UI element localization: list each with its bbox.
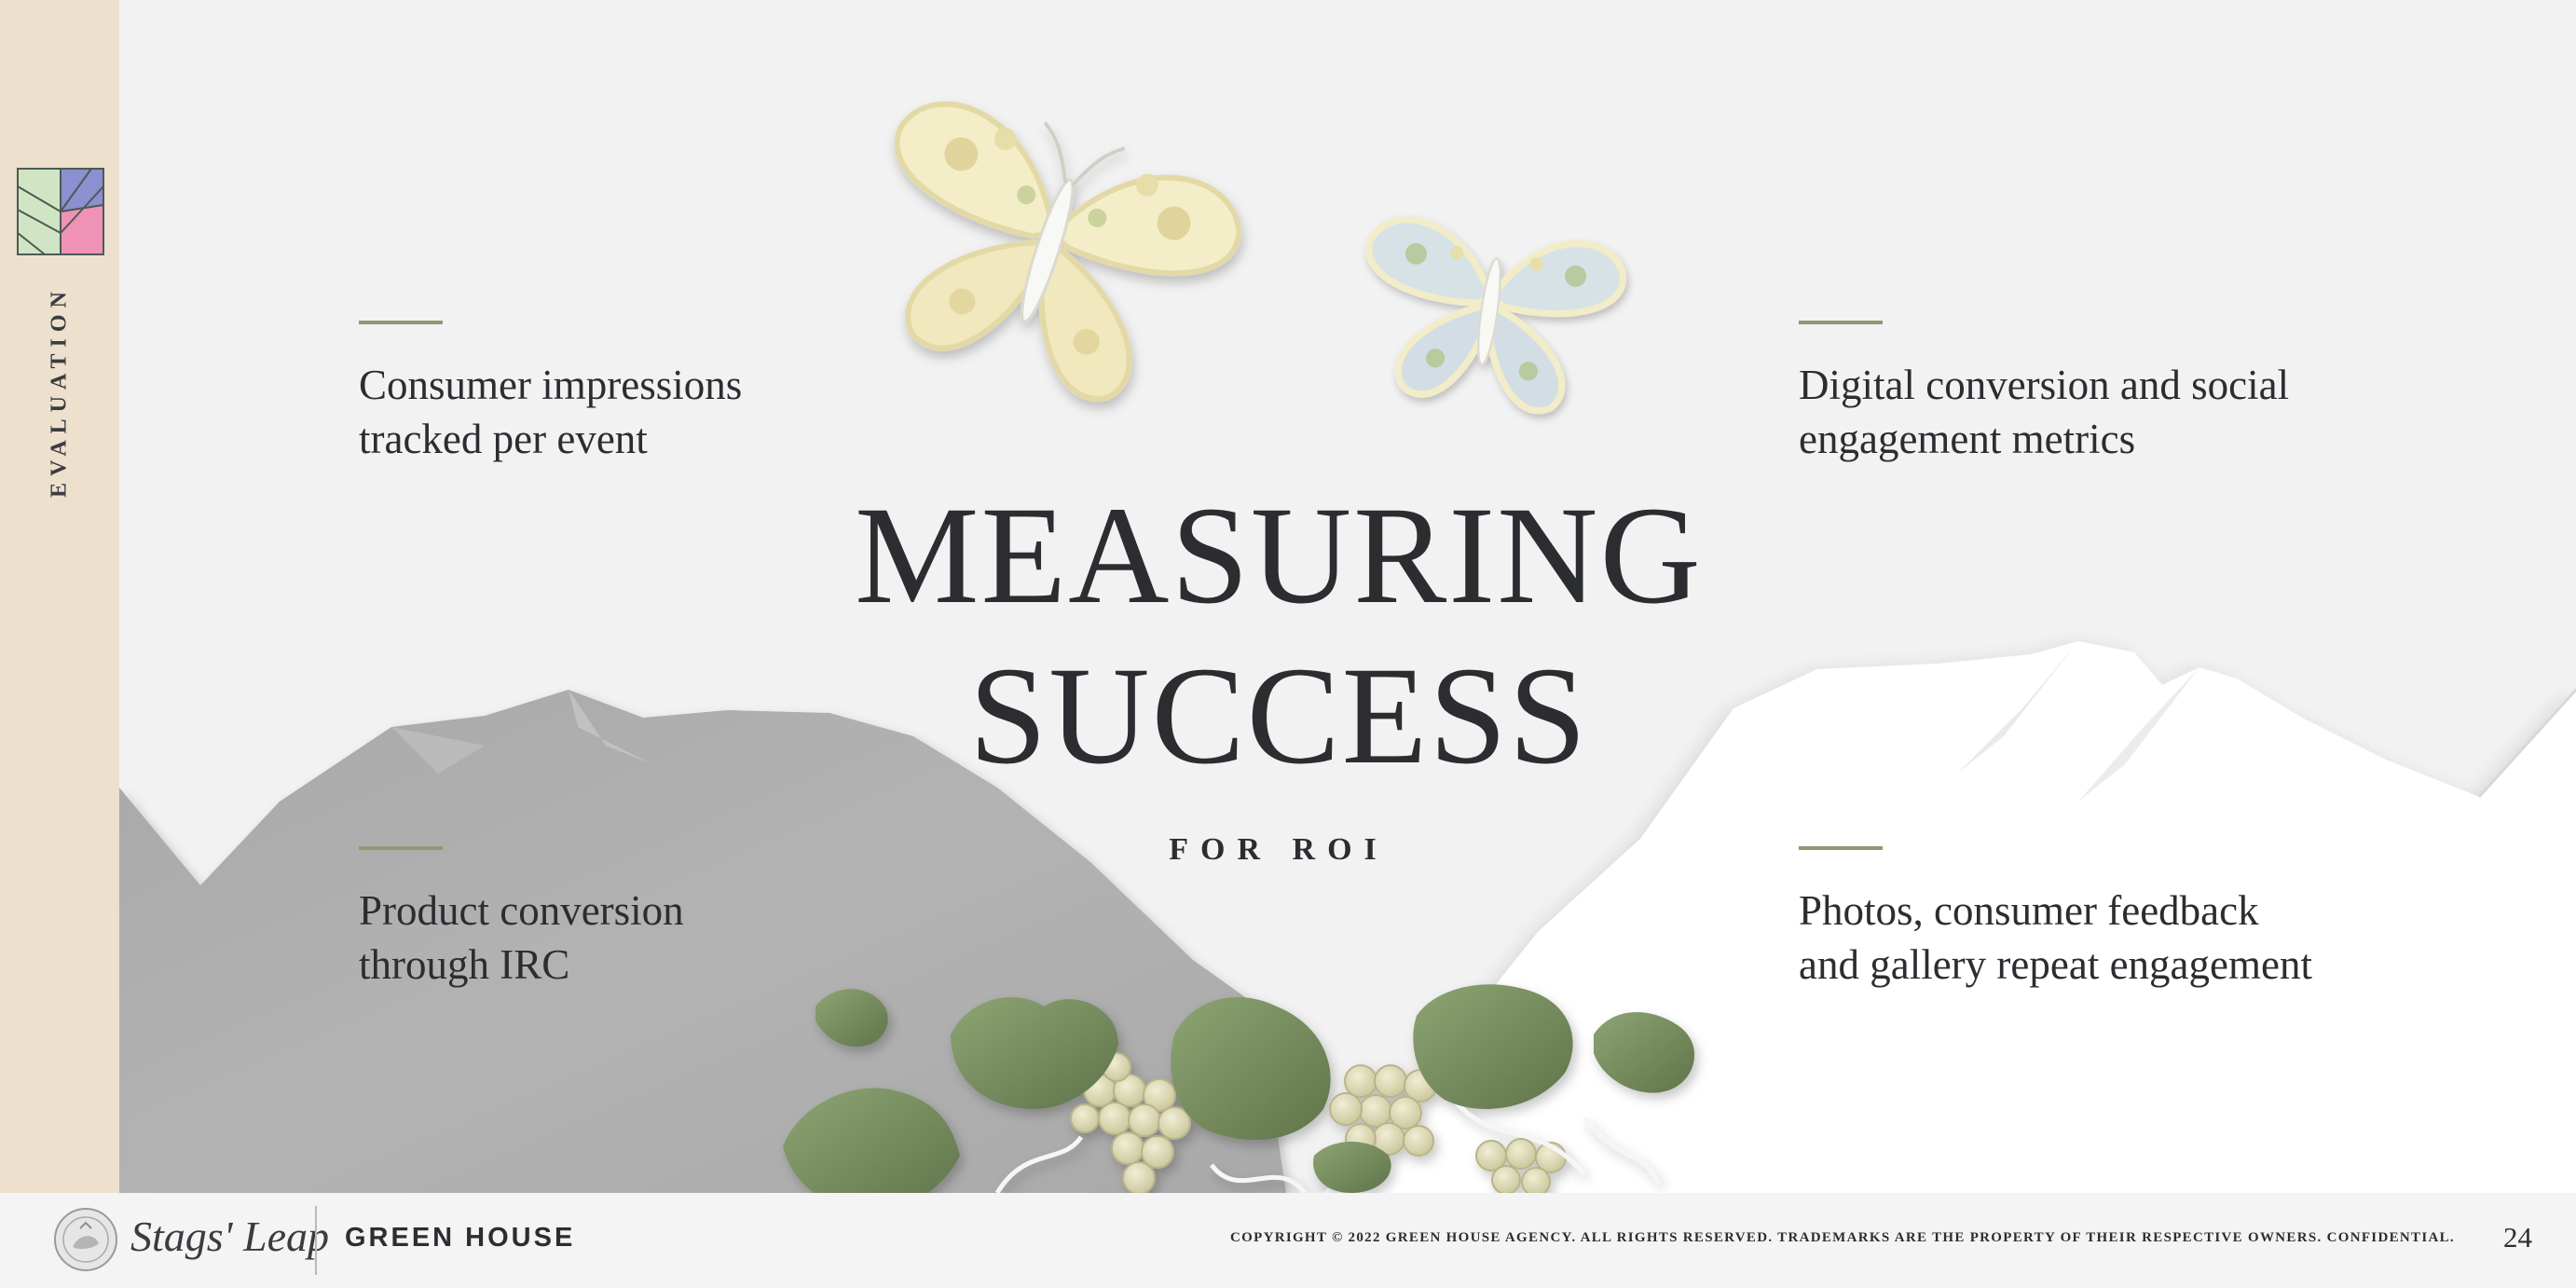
grape-cluster-right: [1329, 1064, 1567, 1193]
footer: Stags' Leap GREEN HOUSE COPYRIGHT © 2022…: [0, 1193, 2576, 1288]
brand-leaf-logo-icon: [17, 168, 104, 255]
title-line-2: SUCCESS: [968, 638, 1589, 793]
metric-impressions: Consumer impressions tracked per event: [359, 321, 843, 466]
metric-text: Photos, consumer feedback and gallery re…: [1799, 887, 2312, 988]
metric-text: Consumer impressions tracked per event: [359, 362, 743, 462]
section-label: EVALUATION: [47, 285, 72, 498]
metric-digital-conversion: Digital conversion and social engagement…: [1799, 321, 2395, 466]
metric-product-conversion: Product conversion through IRC: [359, 846, 843, 992]
section-rail: EVALUATION: [0, 0, 119, 1193]
background-scene: [119, 101, 2576, 1193]
accent-rule: [359, 321, 443, 324]
vine-leaf: [1313, 1142, 1391, 1193]
winery-seal-icon: [54, 1208, 117, 1271]
metric-photos-feedback: Photos, consumer feedback and gallery re…: [1799, 846, 2395, 992]
accent-rule: [1799, 846, 1883, 850]
title-line-1: MEASURING: [855, 478, 1703, 633]
vine-leaf: [1594, 1012, 1695, 1093]
butterfly-blue-icon: [1365, 216, 1627, 414]
grape-vine: [783, 984, 1695, 1193]
copyright-notice: COPYRIGHT © 2022 GREEN HOUSE AGENCY. ALL…: [1230, 1230, 2455, 1245]
page-subtitle: FOR ROI: [1169, 832, 1389, 867]
vine-leaf: [951, 997, 1118, 1109]
butterfly-yellow-icon: [894, 101, 1242, 402]
client-logo-text: Stags' Leap: [130, 1213, 330, 1260]
metric-text: Digital conversion and social engagement…: [1799, 362, 2290, 462]
vine-leaf: [783, 1088, 960, 1193]
accent-rule: [359, 846, 443, 850]
vine-leaf: [815, 989, 888, 1048]
page-number: 24: [2503, 1221, 2532, 1254]
metric-text: Product conversion through IRC: [359, 887, 684, 988]
vine-leaf: [1171, 997, 1331, 1141]
agency-name: GREEN HOUSE: [345, 1223, 576, 1253]
vine-leaf: [1413, 984, 1573, 1109]
footer-divider: [315, 1206, 317, 1275]
accent-rule: [1799, 321, 1883, 324]
page-title: MEASURING SUCCESS: [652, 475, 1905, 796]
